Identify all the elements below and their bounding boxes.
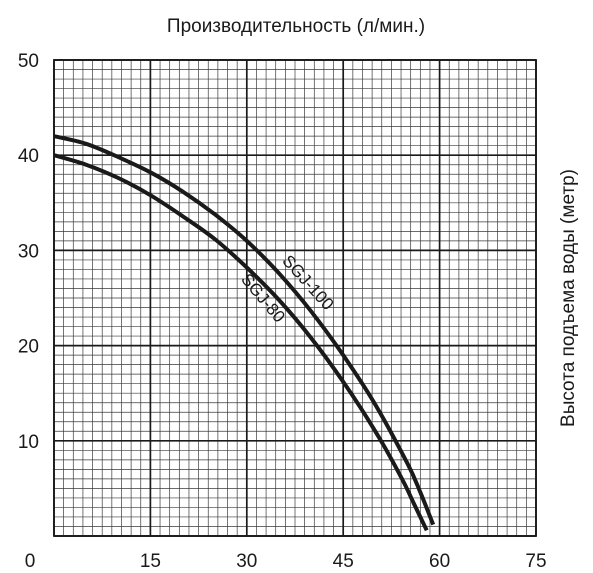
x-axis-title: Производительность (л/мин.): [167, 16, 425, 37]
x-tick-label: 75: [525, 551, 546, 572]
x-tick-label: 45: [333, 551, 354, 572]
x-tick-label: 30: [236, 551, 257, 572]
grid-major: [53, 59, 537, 537]
x-tick-labels: 0 15 30 45 60 75: [25, 551, 547, 572]
series-line-sgj-100: [53, 134, 436, 526]
x-tick-label: 15: [140, 551, 161, 572]
y-tick-label: 20: [18, 337, 39, 358]
x-tick-label: 0: [25, 551, 36, 572]
plot-frame: [53, 59, 537, 537]
y-tick-label: 50: [18, 51, 39, 72]
series-layer: [53, 134, 436, 532]
series-line-sgj-80: [53, 153, 429, 532]
y-axis-title: Высота подъема воды (метр): [558, 169, 579, 427]
grid-minor: [53, 59, 537, 537]
y-tick-label: 10: [18, 432, 39, 453]
y-tick-labels: 10 20 30 40 50: [18, 51, 39, 453]
x-tick-label: 60: [429, 551, 450, 572]
y-tick-label: 30: [18, 241, 39, 262]
y-tick-label: 40: [18, 146, 39, 167]
